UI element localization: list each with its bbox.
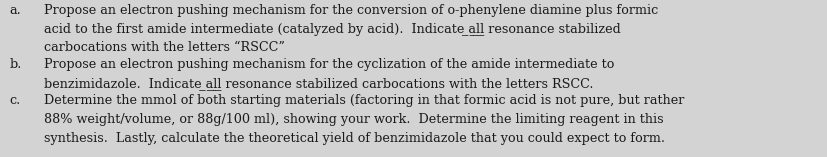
Text: Propose an electron pushing mechanism for the cyclization of the amide intermedi: Propose an electron pushing mechanism fo… xyxy=(44,58,614,71)
Text: carbocations with the letters “RSCC”: carbocations with the letters “RSCC” xyxy=(44,41,284,54)
Text: benzimidazole.  Indicate ̲a̲l̲l̲ resonance stabilized carbocations with the lett: benzimidazole. Indicate ̲a̲l̲l̲ resonanc… xyxy=(44,77,592,90)
Text: 88% weight/volume, or 88g/100 ml), showing your work.  Determine the limiting re: 88% weight/volume, or 88g/100 ml), showi… xyxy=(44,113,662,126)
Text: acid to the first amide intermediate (catalyzed by acid).  Indicate ̲a̲l̲l̲ reso: acid to the first amide intermediate (ca… xyxy=(44,23,619,35)
Text: c.: c. xyxy=(10,94,21,107)
Text: Determine the mmol of both starting materials (factoring in that formic acid is : Determine the mmol of both starting mate… xyxy=(44,94,683,107)
Text: a.: a. xyxy=(10,4,22,17)
Text: b.: b. xyxy=(10,58,22,71)
Text: Propose an electron pushing mechanism for the conversion of o-phenylene diamine : Propose an electron pushing mechanism fo… xyxy=(44,4,657,17)
Text: synthesis.  Lastly, calculate the theoretical yield of benzimidazole that you co: synthesis. Lastly, calculate the theoret… xyxy=(44,132,664,145)
